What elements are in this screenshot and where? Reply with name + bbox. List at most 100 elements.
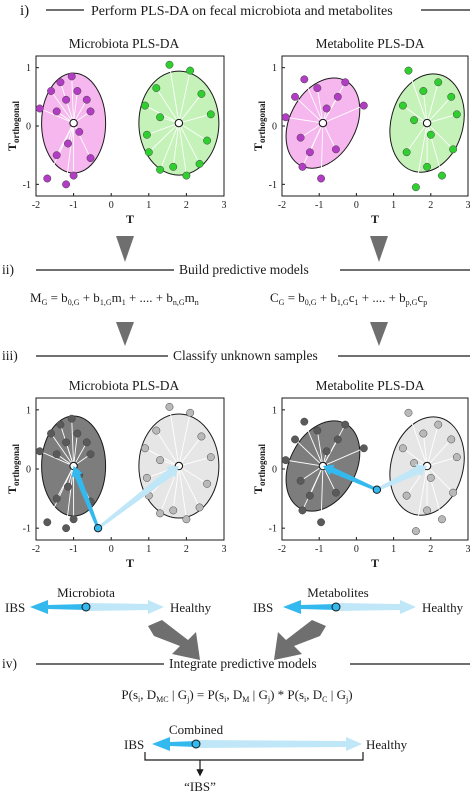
section-3-header: iii) Classify unknown samples bbox=[2, 348, 470, 363]
x-tick-label: 3 bbox=[222, 544, 227, 555]
spoke-line bbox=[178, 122, 208, 141]
sample-point bbox=[423, 506, 432, 515]
section-4-header: iv) Integrate predictive models bbox=[2, 656, 470, 671]
y-axis-label: Torthogonal bbox=[5, 100, 21, 151]
combined-healthy-arrow bbox=[196, 737, 362, 751]
spoke-line bbox=[285, 459, 323, 467]
spoke-line bbox=[172, 465, 180, 511]
sample-point bbox=[56, 420, 65, 429]
sample-point bbox=[281, 456, 290, 465]
sample-point bbox=[298, 162, 307, 171]
sample-point bbox=[322, 447, 331, 456]
sample-point bbox=[317, 174, 326, 183]
spoke-line bbox=[178, 93, 202, 124]
microbiota-ibs-arrow bbox=[30, 600, 86, 614]
y-tick-label: -1 bbox=[269, 524, 277, 535]
sample-point bbox=[52, 107, 61, 116]
combined-classification: Combined IBS Healthy “IBS” bbox=[124, 722, 408, 794]
sample-point bbox=[82, 438, 91, 447]
x-tick-label: 1 bbox=[391, 200, 396, 211]
down-arrow-left-1 bbox=[116, 236, 134, 262]
x-tick-label: 0 bbox=[354, 544, 359, 555]
sample-point bbox=[169, 162, 178, 171]
sample-point bbox=[43, 518, 52, 527]
to-healthy-arrow bbox=[376, 463, 428, 492]
section-3-title: Classify unknown samples bbox=[173, 348, 318, 363]
x-tick-label: -2 bbox=[278, 200, 286, 211]
spoke-line bbox=[316, 430, 324, 467]
merge-arrow-left bbox=[148, 620, 200, 660]
sample-point bbox=[411, 527, 420, 536]
spoke-line bbox=[426, 439, 452, 467]
sample-point bbox=[359, 101, 368, 110]
y-tick-label: 0 bbox=[272, 465, 277, 476]
x-tick-label: -1 bbox=[69, 544, 77, 555]
y-tick-label: 1 bbox=[272, 405, 277, 416]
sample-point bbox=[203, 479, 212, 488]
sample-point bbox=[169, 506, 178, 515]
metabolite-ibs-label: IBS bbox=[253, 600, 273, 615]
sample-point bbox=[411, 183, 420, 192]
section-3-numeral: iii) bbox=[2, 348, 18, 363]
sample-point bbox=[152, 426, 161, 435]
spoke-line bbox=[322, 105, 365, 124]
x-tick-label: 2 bbox=[428, 200, 433, 211]
spoke-line bbox=[422, 433, 428, 467]
sample-point bbox=[47, 429, 55, 438]
sample-point bbox=[142, 473, 151, 482]
metabolite-ibs-arrow bbox=[283, 600, 336, 614]
sample-point bbox=[419, 87, 428, 95]
sample-point bbox=[317, 518, 326, 527]
spoke-line bbox=[322, 447, 365, 467]
y-tick-label: 1 bbox=[272, 63, 277, 74]
unknown-sample bbox=[372, 485, 382, 494]
spoke-line bbox=[39, 450, 74, 467]
sample-point bbox=[434, 420, 443, 429]
group-centroid bbox=[174, 118, 184, 128]
x-tick-label: 3 bbox=[466, 200, 471, 211]
sample-point bbox=[333, 92, 342, 101]
spoke-line bbox=[178, 436, 202, 467]
section-2-title: Build predictive models bbox=[179, 262, 309, 277]
sample-point bbox=[142, 130, 151, 139]
final-result-label: “IBS” bbox=[184, 779, 216, 794]
spoke-line bbox=[73, 90, 78, 124]
spoke-line bbox=[46, 465, 75, 523]
spoke-line bbox=[426, 122, 454, 150]
x-tick-label: 1 bbox=[146, 200, 151, 211]
sample-point bbox=[141, 101, 149, 110]
sample-point bbox=[165, 60, 174, 69]
sample-point bbox=[67, 72, 76, 81]
spoke-line bbox=[178, 123, 187, 176]
sample-point bbox=[203, 136, 212, 145]
sample-point bbox=[156, 113, 165, 122]
spoke-line bbox=[303, 421, 324, 467]
spoke-line bbox=[178, 456, 211, 467]
sample-point bbox=[86, 107, 95, 116]
spoke-line bbox=[322, 122, 337, 150]
sample-point bbox=[156, 165, 165, 174]
y-tick-label: 0 bbox=[272, 122, 277, 133]
y-tick-label: -1 bbox=[23, 524, 31, 535]
spoke-line bbox=[316, 88, 324, 124]
sample-point bbox=[35, 104, 44, 113]
spoke-line bbox=[159, 122, 180, 170]
metabolite-healthy-arrow bbox=[336, 600, 416, 614]
sample-point bbox=[141, 444, 149, 453]
sample-point bbox=[73, 87, 82, 95]
sample-point bbox=[69, 515, 78, 524]
sample-point bbox=[341, 420, 350, 429]
group-centroid bbox=[69, 118, 78, 128]
spoke-line bbox=[415, 123, 428, 188]
sample-point bbox=[402, 148, 411, 157]
sample-point bbox=[197, 432, 206, 441]
sample-point bbox=[300, 75, 309, 84]
down-arrow-left-2 bbox=[116, 322, 134, 346]
spoke-line bbox=[172, 123, 180, 167]
sample-point bbox=[182, 515, 191, 524]
sample-point bbox=[300, 417, 309, 426]
y-tick-label: -1 bbox=[23, 180, 31, 191]
down-arrow-right-1 bbox=[370, 236, 388, 262]
spoke-line bbox=[300, 465, 324, 482]
